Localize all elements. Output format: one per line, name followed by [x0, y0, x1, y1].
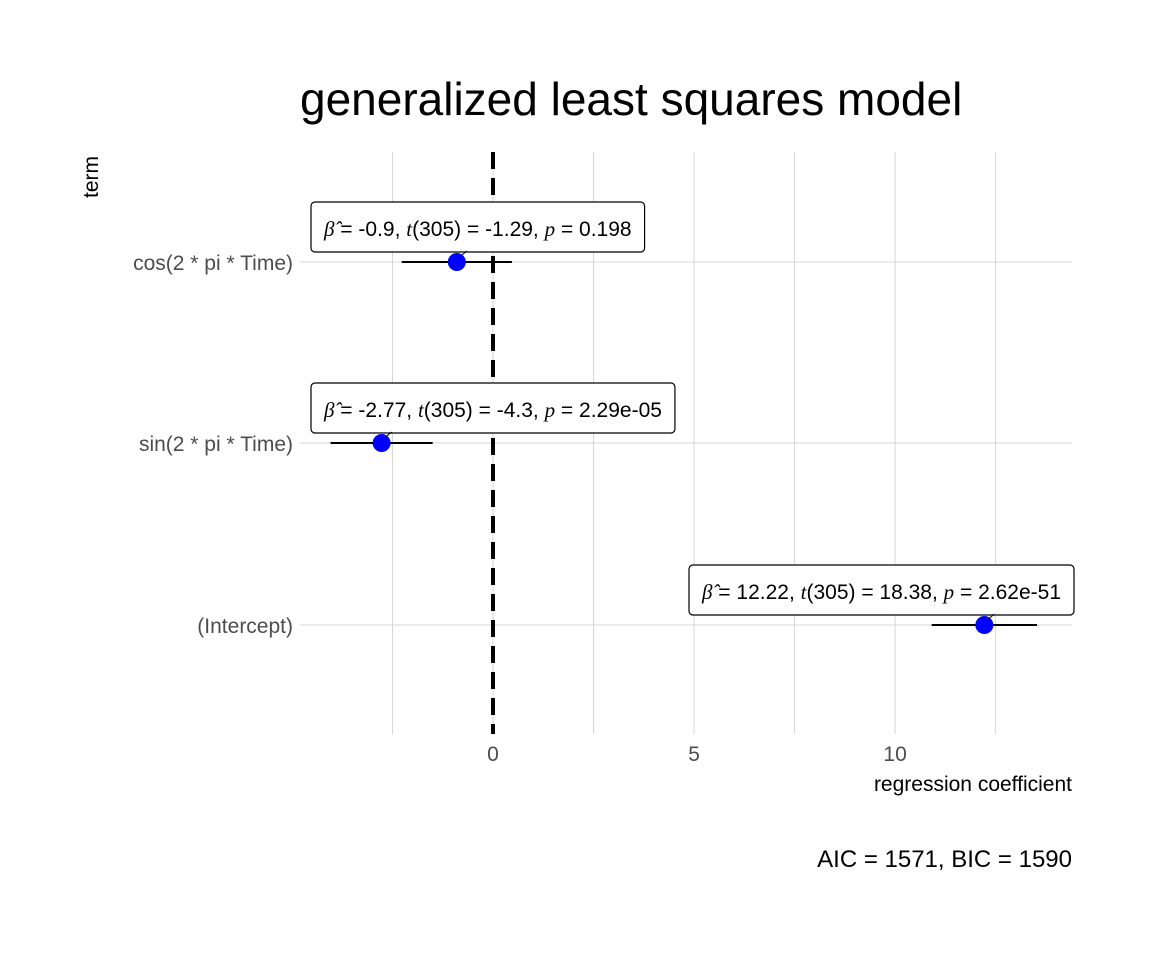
estimate-label-text: β̂ = 12.22, t(305) = 18.38, p = 2.62e-51 [701, 580, 1061, 604]
estimate-labels: β̂ = -0.9, t(305) = -1.29, p = 0.198 β̂ =… [310, 201, 1075, 620]
label-connector [385, 431, 392, 438]
model-fit-caption: AIC = 1571, BIC = 1590 [817, 846, 1072, 873]
estimate-label: β̂ = -2.77, t(305) = -4.3, p = 2.29e-05 [310, 382, 676, 438]
estimate-point [447, 253, 466, 271]
x-tick-label: 0 [487, 743, 499, 766]
estimate-label-text: β̂ = -2.77, t(305) = -4.3, p = 2.29e-05 [323, 398, 662, 422]
estimate-label-box [310, 382, 676, 434]
axis-ticks: 0 5 10 cos(2 * pi * Time) sin(2 * pi * Time)… [133, 252, 907, 766]
estimate-label: β̂ = 12.22, t(305) = 18.38, p = 2.62e-51 [688, 564, 1075, 620]
y-tick-label: cos(2 * pi * Time) [133, 252, 293, 275]
label-connector [460, 250, 468, 257]
y-tick-label: (Intercept) [197, 615, 293, 638]
estimate-point [975, 616, 994, 634]
estimate-point [372, 434, 391, 452]
y-axis-label: term [80, 156, 103, 198]
estimate-points [372, 253, 994, 634]
x-tick-label: 10 [883, 743, 906, 766]
x-tick-label: 5 [688, 743, 700, 766]
chart-title: generalized least squares model [300, 73, 963, 125]
estimate-label-box [688, 564, 1075, 616]
x-axis-label: regression coefficient [874, 773, 1072, 796]
estimate-label-text: β̂ = -0.9, t(305) = -1.29, p = 0.198 [323, 217, 632, 241]
estimate-label: β̂ = -0.9, t(305) = -1.29, p = 0.198 [310, 201, 646, 257]
y-tick-label: sin(2 * pi * Time) [139, 433, 293, 456]
estimate-label-box [310, 201, 646, 253]
label-connector [988, 613, 995, 620]
